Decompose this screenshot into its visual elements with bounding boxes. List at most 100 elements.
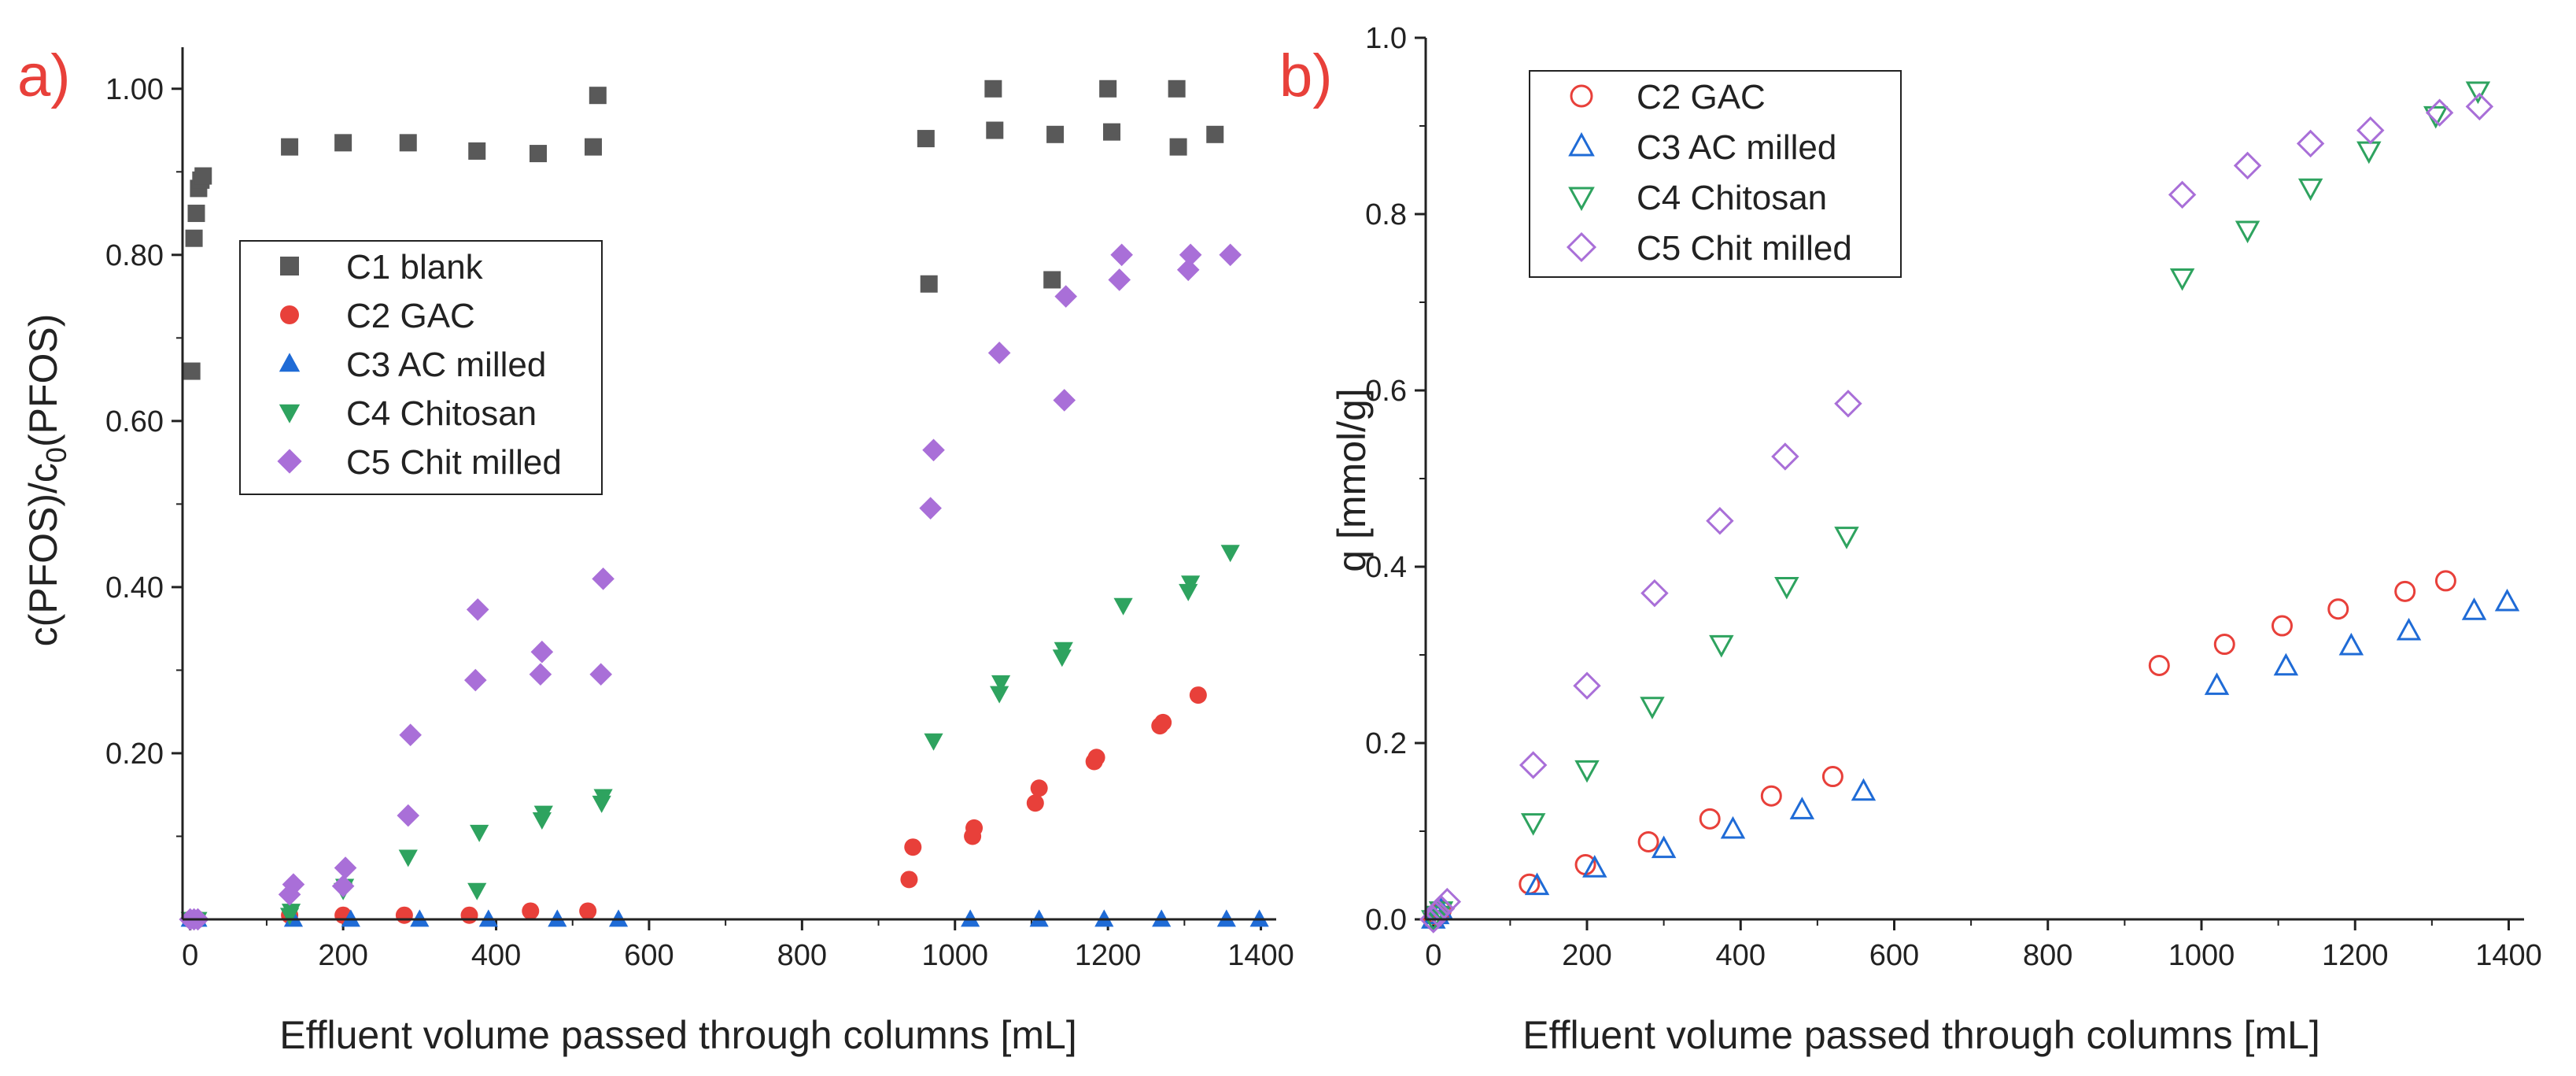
- panel-b-x-tick-label: 1200: [2322, 939, 2389, 972]
- data-point-c5: [1771, 442, 1799, 471]
- data-point-c4: [593, 789, 613, 807]
- data-point-c1: [984, 79, 1002, 98]
- legend-marker-shape-c1: [280, 257, 299, 275]
- data-point-c3: [608, 909, 629, 927]
- panel-a-x-tick-label: 0: [182, 939, 198, 972]
- data-point-c3: [1582, 855, 1607, 878]
- data-point-c1: [1206, 125, 1224, 143]
- data-point-c1: [187, 205, 205, 223]
- data-point-c1: [194, 167, 212, 185]
- data-point-c1: [917, 130, 935, 148]
- data-point-c5: [331, 874, 355, 898]
- data-point-c1: [1043, 271, 1061, 289]
- data-point-c5: [987, 342, 1011, 364]
- data-point-c5: [466, 598, 489, 621]
- legend-label-c5: C5 Chit milled: [1637, 229, 1852, 268]
- panel-a-x-axis-title: Effluent volume passed through columns […: [279, 1013, 1077, 1057]
- data-point-c5: [2465, 92, 2494, 121]
- data-point-c4: [1520, 813, 1546, 836]
- data-point-c5: [2233, 151, 2262, 180]
- panel-a-legend-entry: C3 AC milled: [279, 346, 546, 384]
- data-point-c2: [2394, 580, 2416, 602]
- panel-a-x-tick-label: 1200: [1075, 939, 1142, 972]
- data-point-c3: [1249, 909, 1269, 927]
- panel-b-y-tick-label: 0.2: [1365, 727, 1407, 760]
- data-point-c4: [1220, 545, 1240, 563]
- data-point-c3: [1789, 797, 1815, 819]
- panel-b-data-points: [1419, 81, 2520, 934]
- data-point-c2: [1637, 830, 1659, 852]
- data-point-c5: [2168, 180, 2197, 209]
- data-point-c1: [920, 275, 938, 293]
- data-point-c1: [589, 87, 607, 105]
- legend-marker-c3: [1568, 131, 1595, 157]
- panel-a-y-tick-label: 0.80: [105, 239, 164, 272]
- legend-label-c3: C3 AC milled: [1637, 128, 1836, 167]
- panel-a-y-axis-title: c(PFOS)/c0(PFOS): [21, 314, 72, 647]
- legend-marker-c4: [1568, 187, 1595, 212]
- data-point-c4: [1421, 910, 1446, 933]
- data-point-c1: [1169, 138, 1187, 156]
- data-point-c3: [2204, 672, 2230, 695]
- data-point-c3: [1152, 909, 1172, 927]
- data-point-c2: [2148, 654, 2170, 676]
- data-point-c5: [1640, 579, 1669, 608]
- panel-b-y-tick-label: 0.6: [1365, 375, 1407, 408]
- data-point-c1: [1046, 125, 1065, 143]
- data-point-c4: [533, 805, 553, 823]
- data-point-c5: [530, 640, 554, 664]
- legend-label-c4: C4 Chitosan: [1637, 179, 1827, 217]
- data-point-c3: [2338, 632, 2364, 656]
- data-point-c2: [1087, 749, 1105, 767]
- data-point-c5: [1054, 285, 1077, 308]
- data-point-c3: [341, 909, 360, 927]
- panel-a-x-tick-label: 800: [777, 939, 827, 972]
- data-point-c3: [410, 909, 430, 927]
- legend-marker-shape-c4: [279, 404, 301, 423]
- panel-a-ticks: 0 200 400 600 800 1000 1200 1400 0.20 0.40 0.60 0.8…: [105, 73, 1294, 972]
- legend-marker-c4: [279, 404, 301, 423]
- panel-b-legend-entry: C4 Chitosan: [1568, 179, 1827, 217]
- panel-b-y-tick-label: 0.8: [1365, 198, 1407, 231]
- panel-b-legend-entry: C3 AC milled: [1568, 128, 1836, 167]
- legend-marker-shape-c2: [280, 305, 299, 324]
- data-point-c5: [1519, 751, 1548, 779]
- data-point-c2: [1574, 854, 1596, 876]
- data-point-c5: [1179, 243, 1202, 267]
- data-point-c1: [334, 134, 352, 152]
- panel-a-y-tick-label: 0.60: [105, 405, 164, 438]
- data-point-c5: [589, 663, 612, 686]
- panel-b-x-tick-label: 800: [2023, 939, 2072, 972]
- panel-a-y-tick-label: 0.40: [105, 571, 164, 605]
- data-point-c3: [478, 909, 498, 927]
- data-point-c4: [1709, 634, 1734, 658]
- legend-marker-c2: [280, 305, 299, 324]
- data-point-c4: [1054, 642, 1073, 660]
- data-point-c3: [548, 909, 567, 927]
- data-point-c2: [2271, 615, 2293, 637]
- panel-a-x-tick-label: 600: [624, 939, 674, 972]
- panel-a-y-tick-label: 0.20: [105, 738, 164, 771]
- data-point-c3: [2494, 588, 2520, 612]
- panel-a-x-tick-label: 1400: [1227, 939, 1294, 972]
- data-point-c4: [1052, 649, 1072, 667]
- data-point-c1: [1168, 79, 1186, 98]
- data-point-c3: [1524, 872, 1550, 896]
- panel-b-x-axis-title: Effluent volume passed through columns […: [1522, 1013, 2320, 1057]
- legend-label-c5: C5 Chit milled: [346, 443, 562, 482]
- data-point-c4: [1574, 760, 1600, 783]
- data-point-c2: [1154, 713, 1172, 731]
- data-point-c3: [961, 909, 980, 927]
- panel-b-ticks: 0 200 400 600 800 1000 1200 1400 0.0 0.2 0.4 0.6 0.8…: [1365, 22, 2542, 972]
- data-point-c1: [529, 145, 547, 163]
- panel-b-legend-entry: C5 Chit milled: [1566, 229, 1852, 268]
- data-point-c3: [1720, 815, 1746, 839]
- data-point-c4: [924, 733, 943, 751]
- data-point-c4: [2465, 81, 2491, 105]
- data-point-c5: [463, 668, 487, 692]
- panel-b-axes: [1424, 38, 2524, 921]
- panel-b-y-axis-title: q [mmol/g]: [1330, 388, 1374, 571]
- data-point-c5: [529, 663, 552, 686]
- data-point-c1: [1099, 79, 1117, 98]
